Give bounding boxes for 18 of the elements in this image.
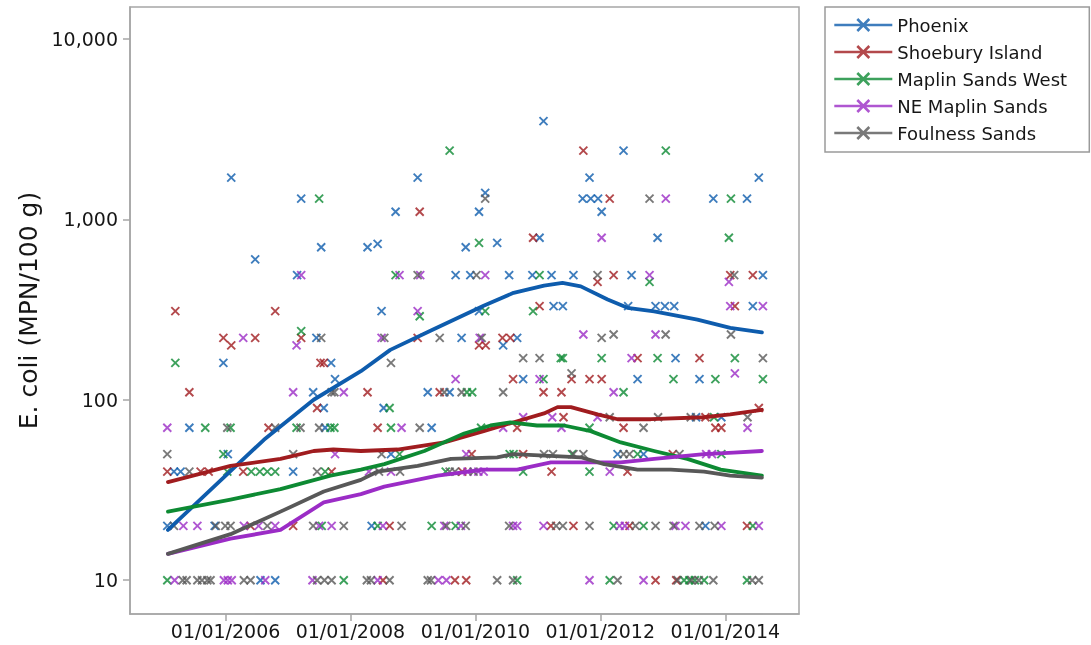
x-tick-label: 01/01/2010 xyxy=(420,619,531,642)
y-tick-label: 1,000 xyxy=(63,208,118,231)
line-series xyxy=(166,281,764,532)
y-tick-label: 10,000 xyxy=(51,27,118,50)
x-tick-label: 01/01/2014 xyxy=(670,619,781,642)
x-tick-label: 01/01/2012 xyxy=(545,619,656,642)
y-tick-label: 10 xyxy=(93,569,118,592)
y-tick-label: 100 xyxy=(81,388,118,411)
legend-label: Phoenix xyxy=(897,14,970,36)
x-tick-label: 01/01/2006 xyxy=(170,619,281,642)
legend-label: Foulness Sands xyxy=(897,122,1037,144)
legend-label: Shoebury Island xyxy=(897,41,1043,63)
y-axis-title: E. coli (MPN/100 g) xyxy=(13,191,43,430)
legend-label: NE Maplin Sands xyxy=(897,95,1048,117)
line-series xyxy=(166,420,764,514)
x-tick-label: 01/01/2008 xyxy=(295,619,406,642)
legend-label: Maplin Sands West xyxy=(897,68,1068,90)
line-series xyxy=(166,405,764,484)
